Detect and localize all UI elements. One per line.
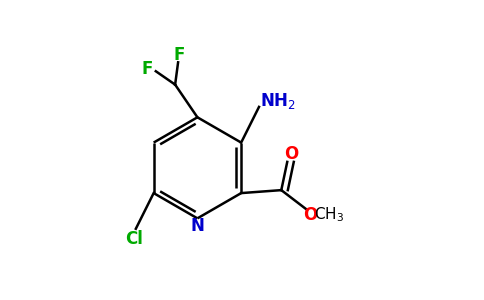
Text: O: O bbox=[303, 206, 317, 224]
Text: F: F bbox=[174, 46, 185, 64]
Text: NH$_2$: NH$_2$ bbox=[260, 91, 296, 111]
Text: CH$_3$: CH$_3$ bbox=[314, 206, 344, 224]
Text: N: N bbox=[191, 217, 204, 235]
Text: O: O bbox=[284, 145, 298, 163]
Text: Cl: Cl bbox=[125, 230, 143, 248]
Text: F: F bbox=[142, 60, 153, 78]
